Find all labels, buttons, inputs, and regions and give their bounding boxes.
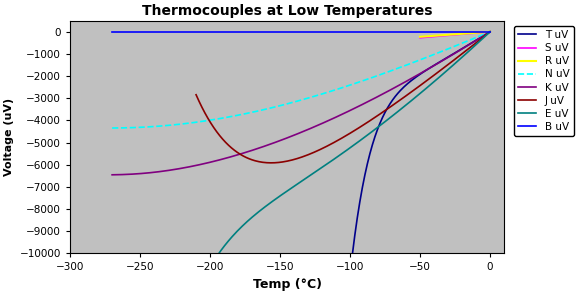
K uV [109,173,116,177]
Line: S uV: S uV [420,32,490,38]
J uV [194,95,201,99]
N uV [110,126,117,130]
R uV [487,30,494,34]
E uV [332,156,339,160]
S uV [481,30,488,34]
T uV [451,51,458,55]
K uV [110,173,117,177]
Line: N uV: N uV [112,32,490,128]
E uV [340,151,347,154]
J uV [368,118,375,122]
J uV [441,65,448,69]
S uV [483,30,490,34]
J uV [487,30,494,34]
N uV [332,88,339,91]
J uV [373,114,380,118]
N uV [451,45,458,48]
K uV [340,112,347,115]
R uV [458,32,465,36]
R uV [481,30,488,34]
R uV [433,34,440,37]
E uV [427,83,434,86]
S uV [417,36,424,40]
N uV [334,88,340,91]
Y-axis label: Voltage (uV): Voltage (uV) [4,98,14,176]
T uV [427,66,434,69]
Title: Thermocouples at Low Temperatures: Thermocouples at Low Temperatures [142,4,432,18]
J uV [369,118,376,121]
K uV [334,115,340,118]
T uV [487,30,494,34]
S uV [433,35,440,38]
Line: T uV: T uV [112,32,490,295]
R uV [430,34,437,37]
K uV [427,66,434,69]
S uV [453,33,460,37]
R uV [483,30,490,34]
J uV [460,51,467,55]
Legend: T uV, S uV, R uV, N uV, K uV, J uV, E uV, B uV: T uV, S uV, R uV, N uV, K uV, J uV, E uV… [513,26,574,136]
N uV [109,126,116,130]
E uV [487,30,494,34]
Line: J uV: J uV [196,32,490,163]
Line: R uV: R uV [420,32,490,37]
J uV [192,93,199,96]
K uV [332,115,339,119]
J uV [267,161,274,165]
N uV [427,54,434,58]
Line: K uV: K uV [112,32,490,175]
S uV [487,30,494,34]
S uV [458,32,465,36]
K uV [487,30,494,34]
Line: E uV: E uV [112,32,490,295]
E uV [451,62,458,65]
E uV [334,155,340,159]
R uV [453,32,460,36]
N uV [487,30,494,34]
X-axis label: Temp (°C): Temp (°C) [253,278,321,291]
R uV [417,35,424,39]
S uV [430,35,437,38]
N uV [340,86,347,89]
K uV [451,52,458,55]
